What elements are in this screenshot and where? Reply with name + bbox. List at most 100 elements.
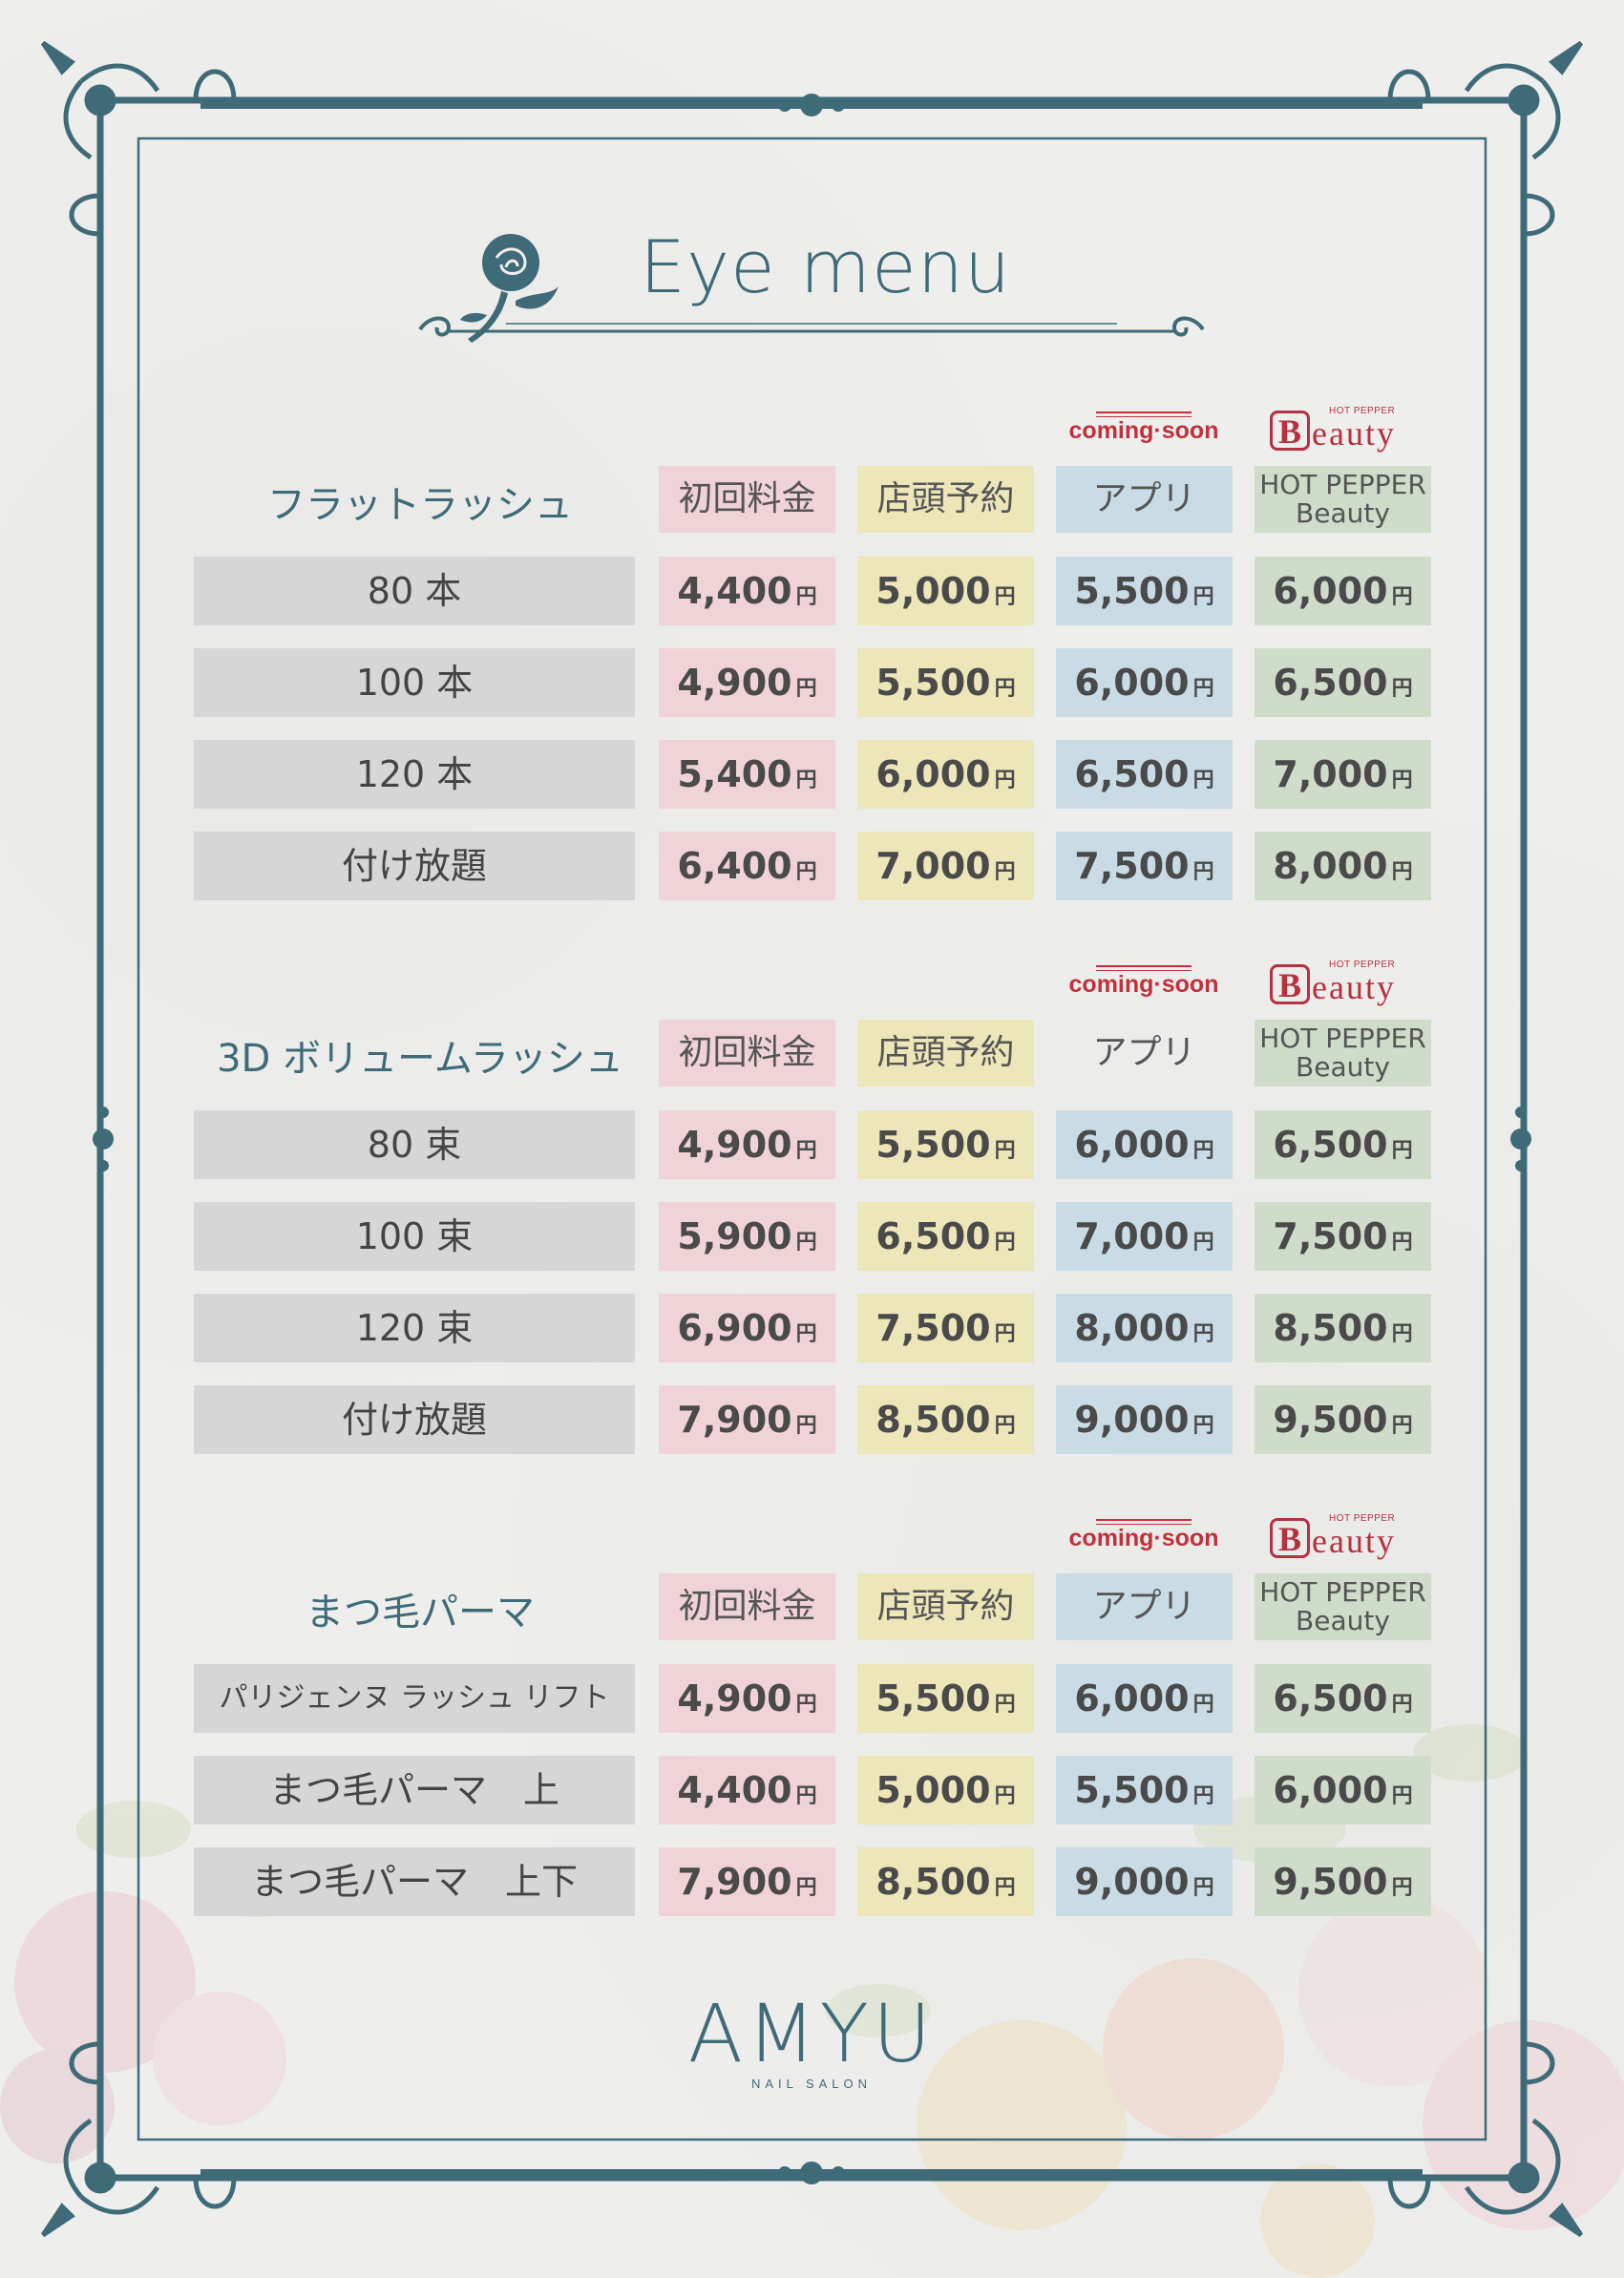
- rose-icon: [460, 234, 559, 343]
- price-value: 6,500: [1273, 1677, 1388, 1719]
- section-title: まつ毛パーマ: [306, 1591, 535, 1635]
- yen-unit: 円: [795, 677, 817, 701]
- header-hotpepper-line2: Beauty: [1296, 1051, 1390, 1083]
- menu-row: 80 束 4,900 円 5,500 円 6,000 円 6,500 円: [0, 1110, 1624, 1179]
- yen-unit: 円: [994, 1231, 1016, 1255]
- menu-item-label: 付け放題: [194, 1385, 635, 1454]
- price-cell: 8,500 円: [857, 1385, 1034, 1454]
- menu-item-label: 100 束: [194, 1202, 635, 1271]
- header-hotpepper-line2: Beauty: [1296, 1605, 1390, 1636]
- header-first-visit: 初回料金: [659, 1020, 835, 1086]
- header-store-booking: 店頭予約: [857, 1020, 1034, 1086]
- menu-item-label: まつ毛パーマ 上: [194, 1756, 635, 1825]
- hpb-logo-b: B: [1270, 411, 1310, 451]
- price-cell: 5,500 円: [1056, 1756, 1233, 1825]
- logo-text: AMYU: [687, 1987, 936, 2080]
- yen-unit: 円: [994, 1876, 1016, 1900]
- price-cell: 6,000 円: [1056, 1110, 1233, 1179]
- price-cell: 5,400 円: [659, 740, 835, 809]
- price-value: 6,000: [1273, 1769, 1388, 1811]
- price-cell: 6,500 円: [1255, 1664, 1431, 1733]
- yen-unit: 円: [795, 585, 817, 609]
- hpb-logo-word: eauty: [1312, 968, 1396, 1006]
- price-cell: 9,000 円: [1056, 1385, 1233, 1454]
- header-app: アプリ: [1092, 1033, 1196, 1072]
- menu-item-label: 100 本: [194, 648, 635, 717]
- price-cell: 5,500 円: [857, 1110, 1034, 1179]
- hpb-logo-small: HOT PEPPER: [1329, 406, 1396, 416]
- header-app: アプリ: [1056, 466, 1233, 533]
- menu-row: まつ毛パーマ 上下 7,900 円 8,500 円 9,000 円 9,500 円: [0, 1847, 1624, 1916]
- price-cell: 5,500 円: [857, 1664, 1034, 1733]
- price-cell: 7,500 円: [857, 1294, 1034, 1362]
- price-cell: 7,900 円: [659, 1847, 835, 1916]
- menu-item-label: 80 束: [194, 1110, 635, 1179]
- yen-unit: 円: [994, 1139, 1016, 1163]
- price-value: 6,500: [1273, 662, 1388, 704]
- title-block: Eye menu: [411, 215, 1213, 358]
- price-value: 4,400: [677, 1769, 792, 1811]
- price-cell: 6,500 円: [1255, 1110, 1431, 1179]
- yen-unit: 円: [1391, 677, 1413, 701]
- brand-row: coming·soon HOT PEPPER B eauty: [0, 1513, 1624, 1561]
- yen-unit: 円: [994, 1784, 1016, 1808]
- header-store-booking: 店頭予約: [857, 1573, 1034, 1640]
- coming-soon-badge: coming·soon: [1058, 965, 1230, 999]
- price-value: 8,000: [1074, 1307, 1190, 1349]
- price-value: 9,000: [1074, 1399, 1190, 1441]
- price-cell: 7,500 円: [1056, 832, 1233, 900]
- price-cell: 5,900 円: [659, 1202, 835, 1271]
- price-value: 5,000: [875, 1769, 991, 1811]
- menu-row: 120 本 5,400 円 6,000 円 6,500 円 7,000 円: [0, 740, 1624, 809]
- price-cell: 7,900 円: [659, 1385, 835, 1454]
- price-cell: 7,500 円: [1255, 1202, 1431, 1271]
- coming-soon-badge: coming·soon: [1058, 1519, 1230, 1552]
- yen-unit: 円: [1391, 1139, 1413, 1163]
- price-cell: 9,500 円: [1255, 1385, 1431, 1454]
- yen-unit: 円: [795, 1876, 817, 1900]
- column-header-row: 3D ボリュームラッシュ 初回料金 店頭予約 アプリ HOT PEPPER Be…: [0, 1020, 1624, 1086]
- price-value: 6,000: [1074, 1677, 1190, 1719]
- yen-unit: 円: [1391, 1693, 1413, 1717]
- section-title: 3D ボリュームラッシュ: [217, 1037, 623, 1081]
- price-value: 7,000: [875, 845, 991, 887]
- price-value: 9,000: [1074, 1861, 1190, 1903]
- price-value: 4,900: [677, 1677, 792, 1719]
- price-value: 6,400: [677, 845, 792, 887]
- yen-unit: 円: [1192, 860, 1214, 884]
- menu-row: 80 本 4,400 円 5,000 円 5,500 円 6,000 円: [0, 557, 1624, 625]
- menu-item-label: 120 束: [194, 1294, 635, 1362]
- price-cell: 9,500 円: [1255, 1847, 1431, 1916]
- price-value: 5,500: [1074, 1769, 1190, 1811]
- hpb-logo-small: HOT PEPPER: [1329, 1513, 1396, 1524]
- price-value: 7,500: [1273, 1215, 1388, 1257]
- yen-unit: 円: [795, 1693, 817, 1717]
- menu-row: 付け放題 6,400 円 7,000 円 7,500 円 8,000 円: [0, 832, 1624, 900]
- price-value: 7,500: [875, 1307, 991, 1349]
- price-cell: 5,000 円: [857, 1756, 1034, 1825]
- menu-item-label: パリジェンヌ ラッシュ リフト: [194, 1664, 635, 1733]
- yen-unit: 円: [1391, 1414, 1413, 1438]
- price-value: 7,900: [677, 1861, 792, 1903]
- price-value: 4,900: [677, 662, 792, 704]
- yen-unit: 円: [795, 769, 817, 792]
- price-cell: 6,000 円: [1056, 1664, 1233, 1733]
- coming-soon-badge: coming·soon: [1058, 411, 1230, 445]
- price-value: 7,000: [1074, 1215, 1190, 1257]
- menu-item-label: 120 本: [194, 740, 635, 809]
- hotpepper-beauty-logo: HOT PEPPER B eauty: [1270, 960, 1413, 1007]
- price-value: 6,000: [875, 753, 991, 795]
- brand-row: coming·soon HOT PEPPER B eauty: [0, 406, 1624, 453]
- price-value: 9,500: [1273, 1861, 1388, 1903]
- header-app: アプリ: [1056, 1573, 1233, 1640]
- header-store-booking: 店頭予約: [857, 466, 1034, 533]
- yen-unit: 円: [1192, 1693, 1214, 1717]
- price-value: 6,500: [875, 1215, 991, 1257]
- price-cell: 5,500 円: [1056, 557, 1233, 625]
- yen-unit: 円: [795, 1322, 817, 1346]
- price-cell: 6,000 円: [1255, 1756, 1431, 1825]
- menu-item-label: 80 本: [194, 557, 635, 625]
- price-value: 7,000: [1273, 753, 1388, 795]
- section-title: フラットラッシュ: [267, 483, 573, 527]
- price-cell: 9,000 円: [1056, 1847, 1233, 1916]
